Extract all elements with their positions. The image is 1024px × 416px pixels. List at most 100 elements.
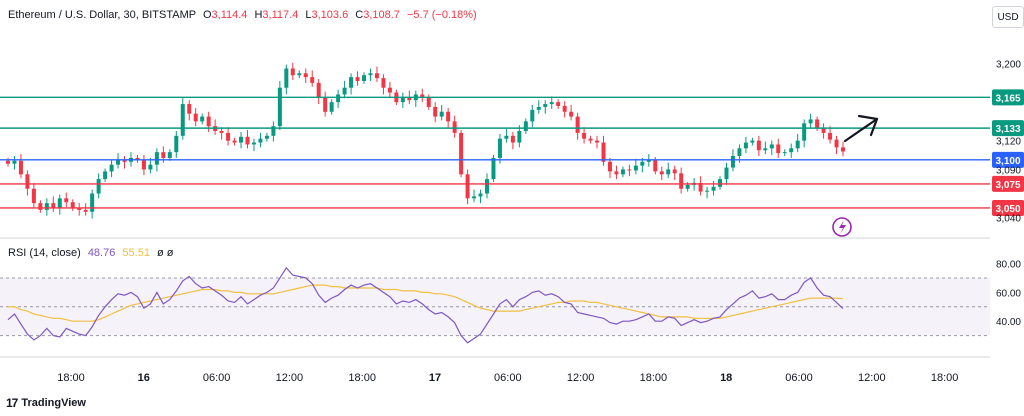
lightning-icon[interactable]: [832, 217, 852, 237]
time-tick: 06:00: [203, 372, 231, 384]
time-tick: 18:00: [348, 372, 376, 384]
candle-body: [18, 160, 23, 175]
low-value: 3,103.6: [311, 9, 349, 21]
level-label: 3,165: [995, 93, 1020, 104]
high-value: 3,117.4: [262, 9, 299, 21]
candle-body: [510, 135, 515, 143]
candle-body: [284, 68, 289, 88]
candle-body: [607, 161, 612, 172]
candle-body: [523, 121, 528, 131]
candle-body: [705, 190, 710, 192]
candle-body: [64, 198, 69, 203]
candle-body: [769, 144, 774, 149]
candle-body: [666, 169, 671, 175]
candle-body: [141, 159, 146, 170]
level-tag: [992, 175, 1024, 192]
candle-body: [653, 159, 658, 172]
candle-body: [239, 136, 244, 143]
candle-body: [595, 140, 600, 143]
candle-body: [264, 135, 269, 139]
candle-body: [200, 116, 205, 122]
candle-body: [103, 171, 108, 180]
time-tick: 06:00: [494, 372, 522, 384]
candle-body: [672, 169, 677, 174]
candle-body: [756, 140, 761, 151]
candle-body: [575, 116, 580, 133]
candle-body: [187, 104, 192, 114]
candle-body: [336, 94, 341, 103]
candle-body: [426, 97, 431, 107]
candle-body: [556, 102, 561, 106]
candle-body: [161, 152, 166, 158]
candle-body: [193, 113, 198, 122]
close-label: C: [355, 9, 364, 21]
candle-body: [472, 196, 477, 199]
candle-body: [316, 82, 321, 98]
rsi-ma-line: [8, 284, 844, 322]
candle-body: [116, 159, 121, 165]
levels-layer: 3,165 3,133 3,100 3,075 3,050: [0, 89, 1024, 216]
candle-body: [368, 73, 373, 76]
time-tick: 18:00: [57, 372, 85, 384]
candle-body: [400, 97, 405, 103]
low-label: L: [305, 9, 312, 21]
candle-body: [465, 174, 470, 199]
high-label: H: [254, 9, 263, 21]
candle-body: [180, 104, 185, 136]
level-label: 3,133: [995, 124, 1020, 135]
rsi-value: 48.76: [87, 247, 116, 259]
candle-body: [57, 198, 62, 208]
candle-body: [310, 77, 315, 83]
candle-body: [122, 159, 127, 162]
candle-body: [374, 73, 379, 79]
candle-body: [25, 174, 30, 189]
trend-arrow: [843, 114, 879, 143]
rsi-line: [7, 266, 844, 344]
candle-body: [44, 203, 49, 210]
candle-body: [148, 164, 153, 170]
tradingview-logo[interactable]: 17 TradingView: [6, 396, 86, 410]
candle-body: [439, 111, 444, 117]
rsi-bounds: [0, 277, 990, 337]
candle-body: [167, 152, 172, 158]
candle-body: [601, 142, 606, 162]
candle-body: [478, 193, 483, 197]
time-tick: 12:00: [858, 372, 886, 384]
tv-mark-icon: 17: [6, 396, 18, 410]
candle-body: [174, 135, 179, 153]
candle-body: [77, 207, 82, 210]
time-tick: 12:00: [276, 372, 304, 384]
candle-body: [698, 182, 703, 192]
candles-layer: [6, 62, 845, 219]
level-label: 3,050: [995, 204, 1020, 215]
candle-body: [828, 132, 833, 140]
candle-body: [51, 203, 56, 208]
candle-body: [355, 77, 360, 81]
open-value: 3,114.4: [211, 9, 248, 21]
level-label: 3,075: [995, 180, 1020, 191]
candle-body: [815, 119, 820, 129]
candle-body: [730, 156, 735, 168]
candle-body: [433, 106, 438, 117]
candle-body: [743, 142, 748, 149]
time-tick: 18: [720, 372, 732, 384]
candle-body: [718, 179, 723, 187]
candle-body: [329, 102, 334, 112]
candle-body: [782, 152, 787, 154]
rsi-ma-value: 55.51: [122, 247, 150, 259]
level-tag: [992, 199, 1024, 216]
candle-body: [219, 131, 224, 133]
change-value: −5.7 (−0.18%): [406, 9, 477, 21]
candle-body: [659, 171, 664, 175]
price-tick: 3,040: [996, 214, 1021, 225]
candle-body: [297, 73, 302, 76]
brand-name: TradingView: [21, 397, 86, 409]
time-tick: 06:00: [785, 372, 813, 384]
currency-button[interactable]: USD: [992, 6, 1024, 28]
candle-body: [251, 142, 256, 145]
candle-body: [711, 186, 716, 191]
candle-body: [685, 184, 690, 189]
rsi-label: RSI (14, close): [8, 247, 81, 259]
candle-body: [679, 173, 684, 189]
